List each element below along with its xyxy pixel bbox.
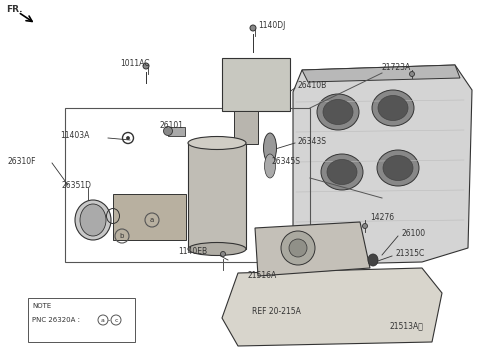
Text: FR.: FR. — [6, 6, 23, 14]
Ellipse shape — [362, 224, 368, 229]
Text: 26310F: 26310F — [8, 156, 36, 166]
Circle shape — [289, 239, 307, 257]
Polygon shape — [255, 222, 370, 276]
Bar — [168, 127, 185, 136]
Text: 26351D: 26351D — [62, 182, 92, 190]
Text: 21723A: 21723A — [382, 63, 411, 72]
Ellipse shape — [323, 99, 353, 125]
Ellipse shape — [321, 154, 363, 190]
Text: 1140DJ: 1140DJ — [258, 21, 286, 30]
Ellipse shape — [368, 254, 378, 266]
Ellipse shape — [327, 160, 357, 184]
Text: c: c — [114, 317, 118, 322]
Text: 1140EB: 1140EB — [178, 246, 207, 256]
Bar — [222, 58, 290, 111]
Polygon shape — [222, 268, 442, 346]
Ellipse shape — [372, 90, 414, 126]
Polygon shape — [302, 65, 460, 82]
Ellipse shape — [264, 133, 276, 163]
Text: a: a — [101, 317, 105, 322]
Ellipse shape — [378, 96, 408, 120]
Text: 26410B: 26410B — [298, 82, 327, 91]
Text: 1011AC: 1011AC — [120, 60, 149, 69]
Text: 21513Aⓒ: 21513Aⓒ — [390, 322, 424, 330]
Ellipse shape — [377, 150, 419, 186]
Text: 26345S: 26345S — [272, 156, 301, 166]
Bar — [65, 108, 310, 262]
Text: 21315C: 21315C — [396, 250, 425, 259]
Text: 26101: 26101 — [160, 121, 184, 131]
Ellipse shape — [164, 126, 172, 135]
Text: 21516A: 21516A — [248, 272, 277, 280]
Circle shape — [281, 231, 315, 265]
Text: NOTE: NOTE — [32, 303, 51, 309]
Text: 26343S: 26343S — [298, 136, 327, 146]
Bar — [234, 111, 258, 144]
Text: 14276: 14276 — [370, 214, 394, 223]
Text: b: b — [120, 233, 124, 239]
Ellipse shape — [317, 94, 359, 130]
Ellipse shape — [264, 154, 276, 178]
Text: 26100: 26100 — [402, 230, 426, 238]
Bar — [188, 143, 246, 249]
Text: -: - — [108, 317, 110, 323]
Ellipse shape — [188, 136, 246, 149]
Polygon shape — [293, 65, 472, 265]
Text: PNC 26320A :: PNC 26320A : — [32, 317, 80, 323]
Text: 11403A: 11403A — [60, 132, 89, 140]
Ellipse shape — [143, 63, 149, 69]
Ellipse shape — [80, 204, 106, 236]
Text: REF 20-215A: REF 20-215A — [252, 307, 301, 315]
Ellipse shape — [127, 136, 130, 140]
Ellipse shape — [220, 252, 226, 257]
Ellipse shape — [188, 243, 246, 256]
Text: a: a — [150, 217, 154, 223]
Ellipse shape — [75, 200, 111, 240]
Ellipse shape — [250, 25, 256, 31]
Bar — [113, 194, 186, 240]
Bar — [28, 298, 135, 342]
Ellipse shape — [383, 155, 413, 181]
Ellipse shape — [409, 71, 415, 77]
